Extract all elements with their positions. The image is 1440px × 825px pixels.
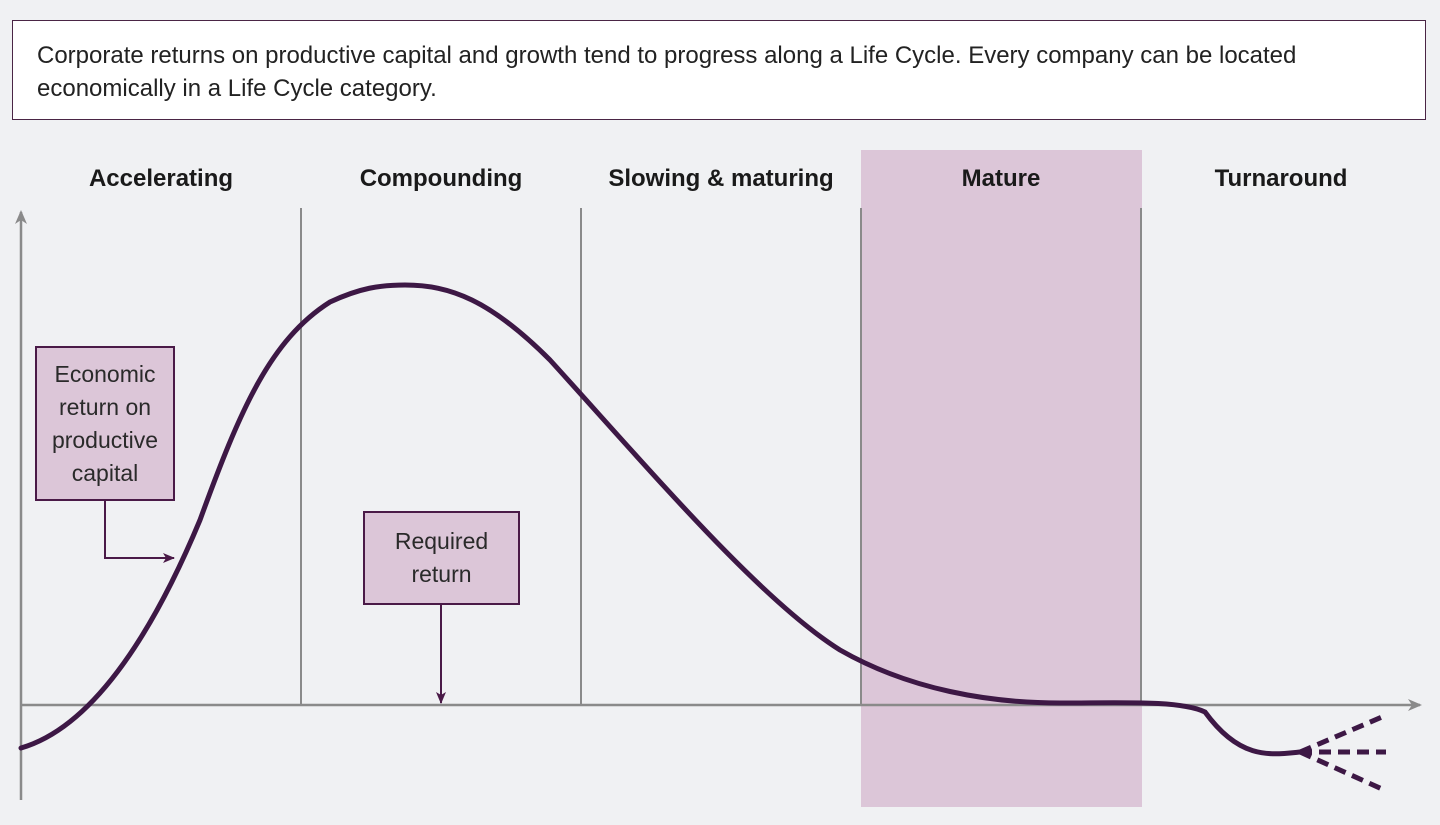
mature-stage-band [861,150,1142,807]
required-return-callout: Required return [363,511,520,605]
economic-return-pointer [104,500,175,563]
economic-return-callout: Economic return on productive capital [35,346,175,501]
economic-return-curve [18,282,1303,757]
stage-label-compounding: Compounding [359,165,523,192]
stage-label-slowing-maturing: Slowing & maturing [608,165,834,192]
turnaround-outcome-up [1299,714,1383,755]
turnaround-outcome-down [1298,749,1384,792]
stage-label-mature: Mature [961,165,1041,192]
stage-label-turnaround: Turnaround [1214,165,1348,192]
stage-label-accelerating: Accelerating [88,165,234,192]
caption-text: Corporate returns on productive capital … [37,42,1297,102]
caption-box: Corporate returns on productive capital … [12,20,1426,120]
